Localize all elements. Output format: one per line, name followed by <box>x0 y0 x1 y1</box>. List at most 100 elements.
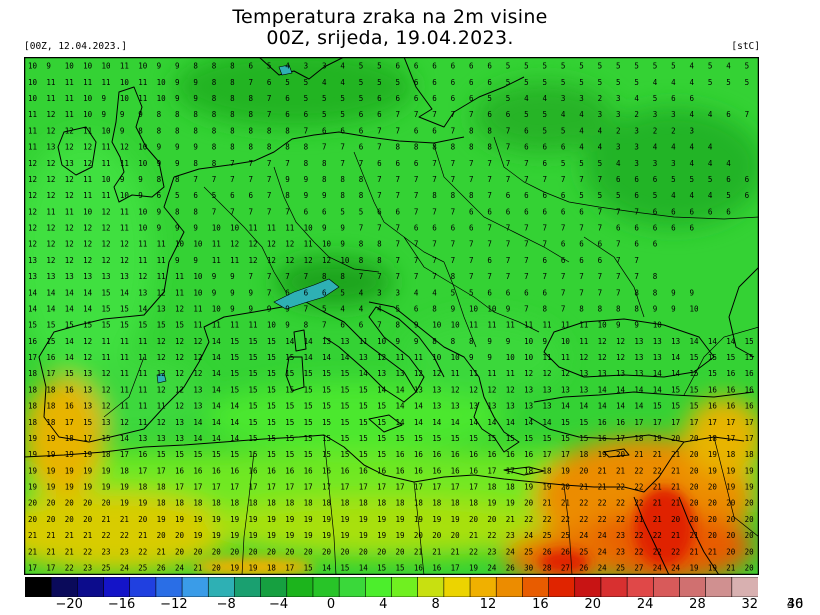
grid-value: 18 <box>120 466 130 475</box>
grid-value: 6 <box>634 175 639 184</box>
grid-value: 13 <box>340 337 349 346</box>
grid-value: 22 <box>487 531 496 540</box>
grid-value: 15 <box>138 321 147 330</box>
grid-value: 7 <box>267 159 272 168</box>
coastlines <box>24 57 759 575</box>
grid-value: 14 <box>616 402 626 411</box>
grid-value: 4 <box>690 62 695 71</box>
grid-value: 11 <box>83 175 92 184</box>
grid-value: 11 <box>193 321 202 330</box>
grid-value: 5 <box>579 159 584 168</box>
grid-value: 9 <box>230 272 235 281</box>
grid-value: 6 <box>690 224 695 233</box>
grid-value: 10 <box>193 240 203 249</box>
grid-value: 5 <box>598 78 603 87</box>
grid-value: 7 <box>193 175 198 184</box>
grid-value: 22 <box>634 483 643 492</box>
colorbar-swatch <box>495 577 524 597</box>
grid-value: 4 <box>340 78 345 87</box>
grid-value: 9 <box>193 224 198 233</box>
grid-value: 3 <box>634 143 639 152</box>
grid-value: 20 <box>690 450 700 459</box>
grid-value: 12 <box>175 305 184 314</box>
grid-value: 6 <box>377 207 382 216</box>
grid-value: 8 <box>212 159 217 168</box>
grid-value: 5 <box>726 78 731 87</box>
grid-value: 6 <box>561 240 566 249</box>
grid-value: 19 <box>65 483 74 492</box>
grid-value: 12 <box>285 240 294 249</box>
grid-value: 8 <box>249 126 254 135</box>
grid-value: 9 <box>102 110 107 119</box>
grid-value: 6 <box>634 191 639 200</box>
grid-value: 8 <box>634 305 639 314</box>
grid-value: 19 <box>745 466 754 475</box>
grid-value: 7 <box>432 110 437 119</box>
grid-value: 6 <box>414 159 419 168</box>
grid-value: 15 <box>708 369 717 378</box>
grid-value: 18 <box>396 499 406 508</box>
grid-value: 6 <box>377 94 382 103</box>
grid-value: 6 <box>671 207 676 216</box>
grid-value: 7 <box>396 224 401 233</box>
grid-value: 14 <box>708 337 718 346</box>
grid-value: 12 <box>46 159 55 168</box>
grid-value: 17 <box>285 564 294 573</box>
grid-value: 19 <box>138 499 147 508</box>
grid-value: 7 <box>249 159 254 168</box>
grid-value: 6 <box>451 94 456 103</box>
grid-value: 20 <box>359 547 369 556</box>
grid-value: 15 <box>304 402 313 411</box>
grid-value: 7 <box>359 272 364 281</box>
grid-value: 15 <box>46 337 55 346</box>
grid-value: 8 <box>414 143 419 152</box>
grid-value: 8 <box>359 240 364 249</box>
grid-value: 19 <box>396 515 405 524</box>
grid-value: 5 <box>690 175 695 184</box>
grid-value: 17 <box>451 564 460 573</box>
grid-value: 18 <box>212 499 222 508</box>
grid-value: 18 <box>487 483 497 492</box>
grid-value: 13 <box>102 418 111 427</box>
grid-value: 11 <box>138 402 147 411</box>
grid-value: 15 <box>377 564 386 573</box>
grid-value: 14 <box>598 385 608 394</box>
grid-value: 7 <box>432 256 437 265</box>
grid-value: 3 <box>671 110 676 119</box>
grid-value: 13 <box>634 353 643 362</box>
grid-value: 6 <box>230 191 235 200</box>
grid-value: 13 <box>138 434 147 443</box>
grid-value: 17 <box>414 483 423 492</box>
grid-value: 18 <box>340 499 350 508</box>
grid-value: 12 <box>249 240 258 249</box>
grid-value: 7 <box>598 175 603 184</box>
grid-value: 18 <box>524 466 534 475</box>
grid-value: 7 <box>230 207 235 216</box>
grid-value: 6 <box>634 224 639 233</box>
grid-value: 16 <box>396 466 406 475</box>
grid-value: 10 <box>83 110 93 119</box>
grid-value: 12 <box>102 207 111 216</box>
grid-value: 8 <box>653 288 658 297</box>
grid-value: 8 <box>193 159 198 168</box>
grid-value: 4 <box>690 191 695 200</box>
grid-value: 9 <box>138 110 143 119</box>
grid-value: 4 <box>340 305 345 314</box>
grid-value: 20 <box>745 547 755 556</box>
colorbar-swatch <box>417 577 445 597</box>
grid-value: 6 <box>414 224 419 233</box>
grid-value: 6 <box>653 207 658 216</box>
colorbar-swatch <box>522 577 550 597</box>
grid-value: 26 <box>561 547 571 556</box>
grid-value: 21 <box>46 531 55 540</box>
grid-value: 7 <box>543 272 548 281</box>
grid-value: 17 <box>726 434 735 443</box>
grid-value: 7 <box>267 191 272 200</box>
colorbar-swatch <box>50 577 79 597</box>
grid-value: 3 <box>634 126 639 135</box>
grid-value: 12 <box>249 256 258 265</box>
grid-value: 15 <box>267 402 276 411</box>
grid-value: 6 <box>506 191 511 200</box>
grid-value: 3 <box>322 62 327 71</box>
grid-value: 12 <box>65 224 74 233</box>
